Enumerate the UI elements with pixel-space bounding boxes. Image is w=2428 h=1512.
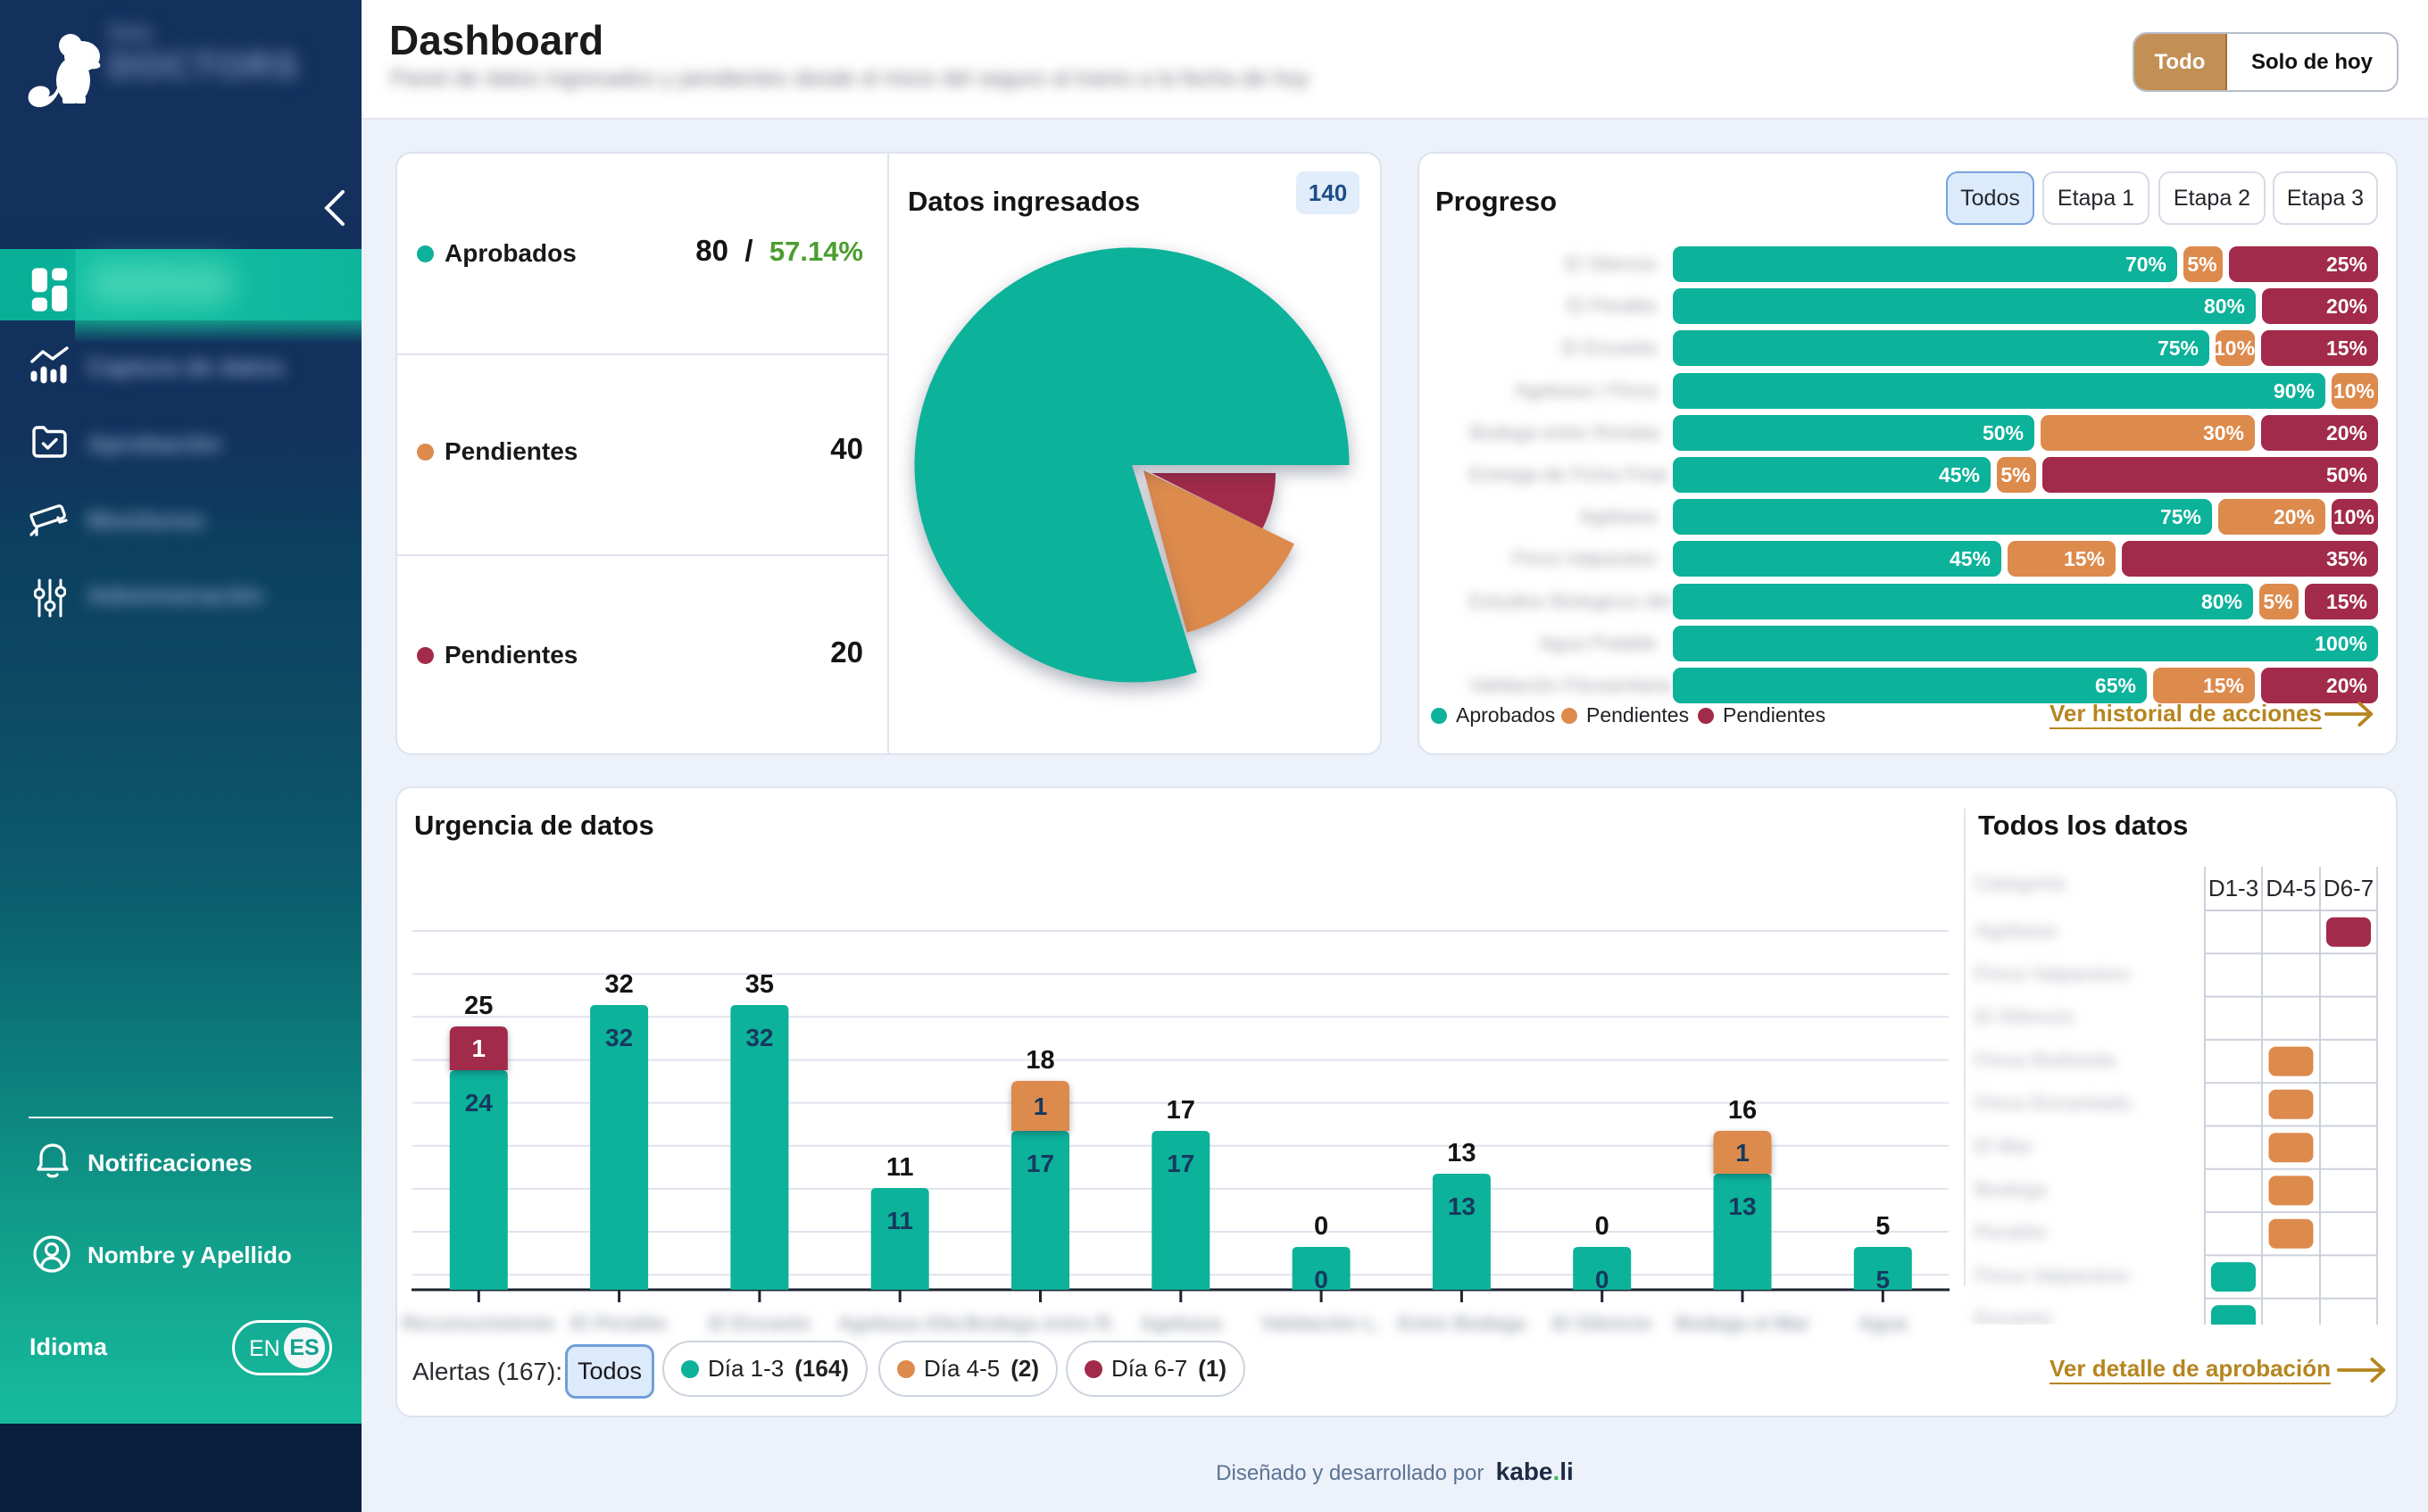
svg-text:Bodega el Mar: Bodega el Mar bbox=[1675, 1312, 1810, 1334]
svg-text:32: 32 bbox=[605, 1024, 633, 1051]
svg-text:35: 35 bbox=[745, 970, 774, 999]
svg-text:Agua: Agua bbox=[1858, 1312, 1908, 1334]
svg-text:32: 32 bbox=[604, 970, 633, 999]
svg-text:0: 0 bbox=[1595, 1266, 1609, 1293]
svg-text:16: 16 bbox=[1728, 1096, 1757, 1125]
svg-text:Encanto: Encanto bbox=[1975, 1308, 2052, 1330]
svg-text:Finca Valparaiso: Finca Valparaiso bbox=[1975, 962, 2130, 984]
svg-text:El Silencio: El Silencio bbox=[1975, 1006, 2074, 1028]
svg-text:1: 1 bbox=[472, 1034, 486, 1062]
svg-text:El Peralito: El Peralito bbox=[571, 1312, 668, 1334]
svg-text:5: 5 bbox=[1875, 1212, 1890, 1241]
svg-text:0: 0 bbox=[1314, 1212, 1328, 1241]
svg-text:Reconocimiento: Reconocimiento bbox=[403, 1312, 555, 1334]
svg-text:18: 18 bbox=[1026, 1046, 1054, 1075]
svg-text:32: 32 bbox=[745, 1024, 773, 1051]
svg-text:D4-5: D4-5 bbox=[2266, 875, 2316, 901]
svg-text:0: 0 bbox=[1314, 1266, 1328, 1293]
svg-text:Agebasa Alta: Agebasa Alta bbox=[838, 1312, 962, 1334]
svg-text:11: 11 bbox=[886, 1153, 914, 1182]
svg-text:25: 25 bbox=[464, 992, 493, 1020]
svg-text:El Silencio: El Silencio bbox=[1552, 1312, 1651, 1334]
svg-text:Bodega: Bodega bbox=[1975, 1178, 2047, 1200]
svg-text:Peralito: Peralito bbox=[1975, 1221, 2047, 1243]
svg-text:Finca Valparaiso: Finca Valparaiso bbox=[1975, 1264, 2130, 1286]
svg-text:1: 1 bbox=[1735, 1139, 1750, 1167]
svg-text:17: 17 bbox=[1167, 1096, 1195, 1125]
svg-text:0: 0 bbox=[1595, 1212, 1609, 1241]
svg-text:13: 13 bbox=[1447, 1139, 1476, 1167]
svg-text:13: 13 bbox=[1448, 1192, 1476, 1220]
svg-text:D6-7: D6-7 bbox=[2324, 875, 2374, 901]
svg-text:El Encanto: El Encanto bbox=[709, 1312, 811, 1334]
svg-text:1: 1 bbox=[1034, 1092, 1048, 1120]
svg-text:17: 17 bbox=[1167, 1150, 1194, 1177]
svg-text:Bodega entre R.: Bodega entre R. bbox=[965, 1312, 1116, 1334]
svg-text:24: 24 bbox=[465, 1089, 494, 1117]
svg-text:5: 5 bbox=[1876, 1266, 1891, 1293]
svg-text:17: 17 bbox=[1027, 1150, 1054, 1177]
svg-text:Entre Bodega: Entre Bodega bbox=[1398, 1312, 1526, 1334]
svg-text:Validación L.: Validación L. bbox=[1261, 1312, 1381, 1334]
svg-text:Agebasa: Agebasa bbox=[1975, 919, 2057, 942]
svg-text:Agebasa: Agebasa bbox=[1140, 1312, 1222, 1334]
svg-text:Finca Redonda: Finca Redonda bbox=[1975, 1049, 2116, 1071]
svg-text:Categoría: Categoría bbox=[1975, 872, 2066, 894]
svg-text:El Mar: El Mar bbox=[1975, 1135, 2033, 1158]
svg-text:13: 13 bbox=[1728, 1192, 1756, 1220]
svg-text:Finca Encantada: Finca Encantada bbox=[1975, 1092, 2132, 1114]
svg-text:11: 11 bbox=[886, 1207, 913, 1234]
svg-text:D1-3: D1-3 bbox=[2208, 875, 2258, 901]
